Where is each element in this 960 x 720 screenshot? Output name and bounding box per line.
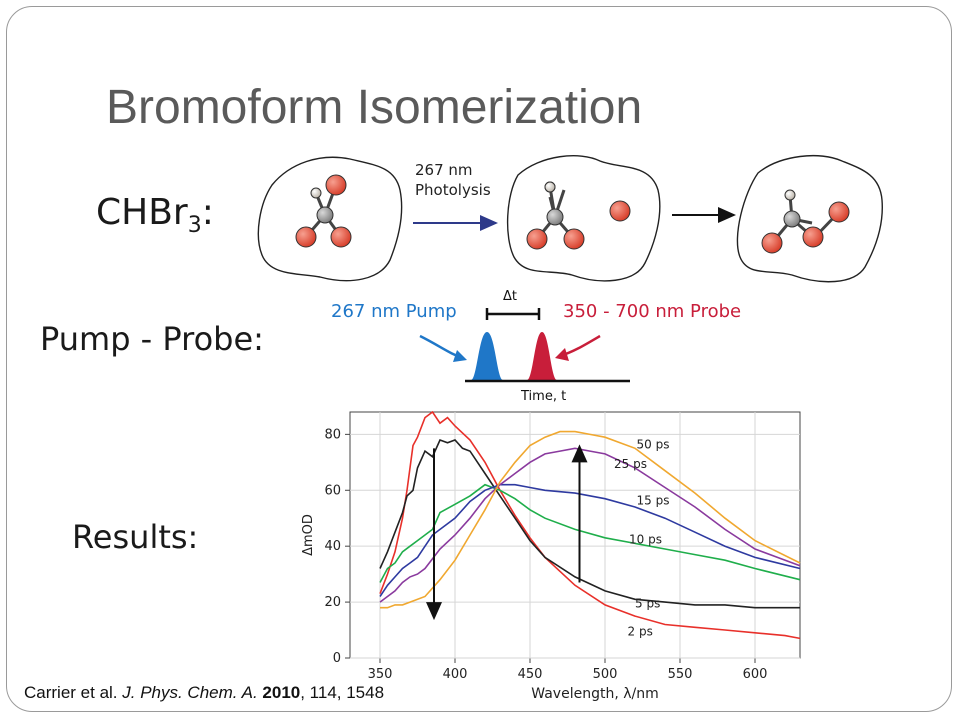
bromine-atom	[563, 228, 585, 250]
probe-pulse	[527, 332, 557, 380]
series-label: 15 ps	[637, 493, 670, 507]
photolysis-line1: 267 nm	[415, 161, 473, 179]
series-label: 5 ps	[635, 597, 660, 611]
hydrogen-atom	[544, 181, 556, 193]
y-axis-label: ΔmOD	[301, 514, 316, 556]
molecule-1	[295, 174, 352, 248]
series-line-5-ps	[379, 438, 800, 609]
bromine-atom	[295, 226, 317, 248]
solvent-cage-3	[736, 155, 883, 283]
bromine-atom-free	[609, 200, 631, 222]
hydrogen-atom	[784, 189, 796, 201]
bromine-atom	[325, 174, 347, 196]
chbr3-label: CHBr3:	[96, 192, 214, 238]
series-label: 10 ps	[629, 532, 662, 546]
x-tick-label: 450	[518, 667, 543, 682]
slide-title: Bromoform Isomerization	[106, 81, 643, 134]
y-tick-label: 60	[324, 483, 341, 498]
photolysis-diagram: 267 nm Photolysis	[257, 155, 883, 283]
time-axis-label: Time, t	[520, 389, 566, 404]
photolysis-line2: Photolysis	[415, 181, 491, 199]
chbr3-colon: :	[201, 192, 214, 233]
citation-journal: J. Phys. Chem. A.	[122, 683, 258, 702]
bromine-atom	[828, 201, 850, 223]
pump-label: 267 nm Pump	[331, 301, 457, 322]
solvent-cage-2	[506, 155, 661, 282]
citation-rest: , 114, 1548	[300, 683, 385, 702]
bromine-atom	[761, 232, 783, 254]
citation-authors: Carrier et al.	[24, 683, 123, 702]
series-line-25-ps	[379, 447, 801, 603]
x-tick-label: 600	[743, 667, 768, 682]
series-line-2-ps	[379, 410, 801, 640]
citation: Carrier et al. J. Phys. Chem. A. 2010, 1…	[24, 683, 384, 703]
carbon-atom	[316, 206, 334, 224]
bromine-atom	[330, 226, 352, 248]
series-line-50-ps	[380, 430, 801, 609]
results-chart: 350 400 450 500 550 600 0 20 40 60 80 2 ps 5 ps 10 ps…	[301, 410, 801, 702]
bromine-atom	[802, 226, 824, 248]
series-line-15-ps	[379, 483, 801, 597]
pump-probe-label: Pump - Probe:	[40, 320, 264, 358]
bromine-atom	[526, 228, 548, 250]
chbr3-subscript: 3	[187, 213, 202, 239]
y-tick-label: 80	[324, 427, 341, 442]
chbr3-text: CHBr	[96, 192, 188, 233]
series-label: 50 ps	[637, 437, 670, 451]
probe-label: 350 - 700 nm Probe	[563, 301, 741, 322]
molecule-2	[526, 181, 631, 250]
hydrogen-atom	[310, 187, 322, 199]
y-tick-label: 0	[333, 651, 341, 666]
series-label: 2 ps	[628, 625, 653, 639]
carbon-atom	[546, 208, 564, 226]
pump-pulse	[471, 332, 503, 380]
citation-year: 2010	[262, 683, 301, 702]
series-label: 25 ps	[614, 457, 647, 471]
carbon-atom	[783, 210, 801, 228]
pump-probe-diagram: 267 nm Pump 350 - 700 nm Probe Δt Time, …	[331, 289, 741, 404]
y-tick-label: 40	[324, 539, 341, 554]
x-tick-label: 550	[668, 667, 693, 682]
x-axis-label: Wavelength, λ/nm	[531, 686, 658, 702]
x-tick-label: 400	[443, 667, 468, 682]
molecule-3	[761, 189, 850, 254]
x-tick-label: 350	[368, 667, 393, 682]
solvent-cage-1	[257, 156, 403, 282]
delta-t-label: Δt	[503, 289, 517, 304]
results-label: Results:	[72, 518, 199, 556]
y-tick-label: 20	[324, 595, 341, 610]
x-tick-label: 500	[593, 667, 618, 682]
